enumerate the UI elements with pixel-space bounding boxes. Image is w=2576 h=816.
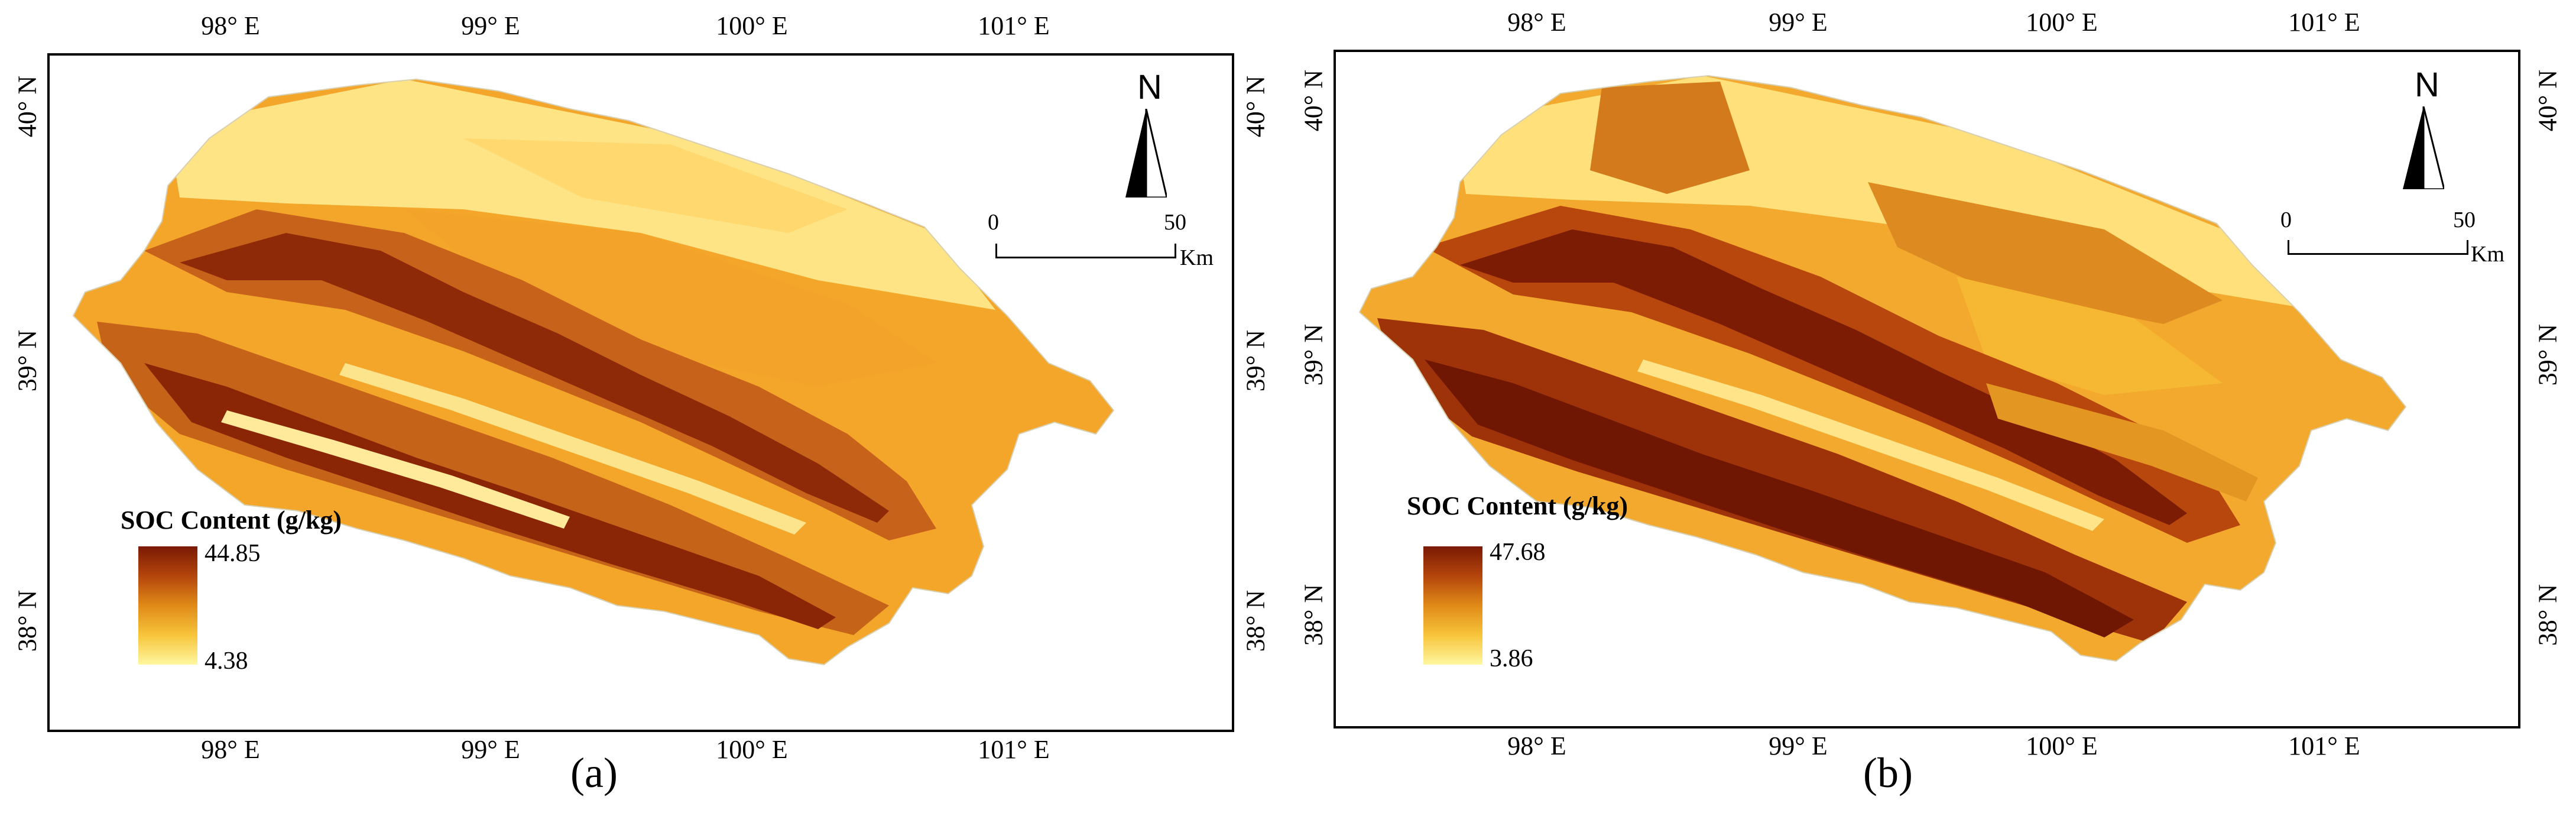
lat-label-left-38: 38° N [12,590,42,652]
panel-caption-a: (a) [570,749,618,796]
lon-label-bottom-99: 99° E [1769,731,1828,760]
scale-unit: Km [2471,242,2504,267]
lon-label-top-101: 101° E [2288,8,2360,37]
map-panel-b: 98° E 99° E 100° E 101° E 98° E 99° E 10… [1283,0,2576,816]
lat-label-right-40: 40° N [1241,75,1270,138]
scale-start: 0 [2280,208,2292,232]
scale-bar [2288,240,2468,255]
lon-label-bottom-99: 99° E [461,735,520,764]
legend-title: SOC Content (g/kg) [1407,491,1628,520]
scale-bar [995,244,1176,258]
lon-label-top-101: 101° E [978,11,1050,40]
map-frame: N 0 50 Km SOC Content (g/kg) 47.68 3.86 [1334,50,2520,728]
lat-label-left-39: 39° N [12,329,42,392]
legend-min-value: 4.38 [205,647,248,675]
lon-label-top-99: 99° E [1769,8,1828,37]
soc-map-a [72,78,1115,666]
lon-label-bottom-100: 100° E [716,735,788,764]
lat-label-right-38: 38° N [1241,590,1270,652]
lon-label-top-100: 100° E [716,11,788,40]
lon-label-bottom-101: 101° E [2288,731,2360,760]
north-arrow-letter: N [2415,66,2439,104]
lat-label-right-39: 39° N [2533,323,2562,386]
north-arrow-icon [1125,109,1167,197]
lat-label-left-39: 39° N [1299,323,1328,386]
legend-min-value: 3.86 [1490,645,1533,672]
lon-label-bottom-101: 101° E [978,735,1050,764]
legend-color-ramp [138,546,197,665]
lat-label-left-38: 38° N [1299,584,1328,646]
legend-title: SOC Content (g/kg) [121,506,342,535]
soc-map-b [1358,75,2407,662]
lat-label-right-38: 38° N [2533,584,2562,646]
legend-color-ramp [1423,546,1482,665]
legend-max-value: 44.85 [205,540,261,567]
panel-caption-b: (b) [1863,749,1913,796]
lon-label-top-98: 98° E [201,11,260,40]
lon-label-top-99: 99° E [461,11,520,40]
north-arrow-icon [2403,106,2444,189]
lon-label-bottom-100: 100° E [2026,731,2098,760]
scale-start: 0 [988,210,999,235]
legend-max-value: 47.68 [1490,539,1546,566]
lat-label-right-40: 40° N [2533,69,2562,132]
lon-label-bottom-98: 98° E [1507,731,1566,760]
scale-end: 50 [2453,208,2476,232]
north-arrow-letter: N [1137,68,1162,106]
lon-label-top-100: 100° E [2026,8,2098,37]
map-frame: N 0 50 Km SOC Content (g/kg) 44.85 4.38 [47,53,1234,732]
lat-label-right-39: 39° N [1241,329,1270,392]
lat-label-left-40: 40° N [12,75,42,138]
lon-label-bottom-98: 98° E [201,735,260,764]
lon-label-top-98: 98° E [1507,8,1566,37]
lat-label-left-40: 40° N [1299,69,1328,132]
map-panel-a: 98° E 99° E 100° E 101° E 98° E 99° E 10… [0,0,1283,816]
scale-end: 50 [1164,210,1186,235]
scale-unit: Km [1180,245,1214,270]
